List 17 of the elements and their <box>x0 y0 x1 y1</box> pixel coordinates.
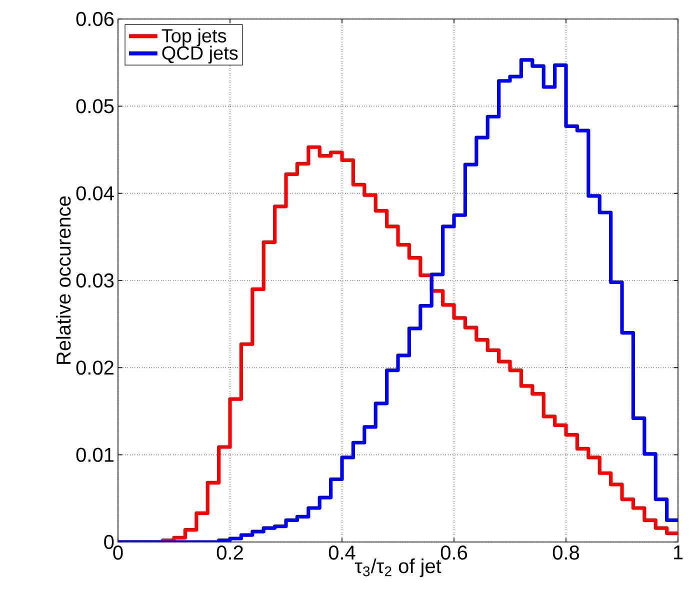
x-tick-label: 1 <box>674 546 683 560</box>
x-tick-label: 0.8 <box>552 546 580 560</box>
y-tick-label: 0.03 <box>76 273 114 288</box>
y-tick-label: 0.02 <box>76 360 114 375</box>
x-tick-label: 0.6 <box>440 546 468 560</box>
y-tick-label: 0.06 <box>76 12 114 26</box>
legend-label: Top jets <box>162 28 226 46</box>
x-tick-label: 0.4 <box>328 546 356 560</box>
y-tick-label: 0.05 <box>76 99 114 114</box>
y-tick-label: 0.04 <box>76 186 114 200</box>
legend-label: QCD jets <box>162 46 238 64</box>
y-axis-title: Relative occurence <box>56 196 71 364</box>
x-axis-title: τ$_{3}$/τ$_{2}$ of jet <box>354 558 442 578</box>
x-tick-label: 0 <box>113 546 123 560</box>
x-tick-label: 0.2 <box>216 546 243 560</box>
y-tick-label: 0.01 <box>76 448 114 462</box>
y-tick-label: 0 <box>104 534 114 550</box>
